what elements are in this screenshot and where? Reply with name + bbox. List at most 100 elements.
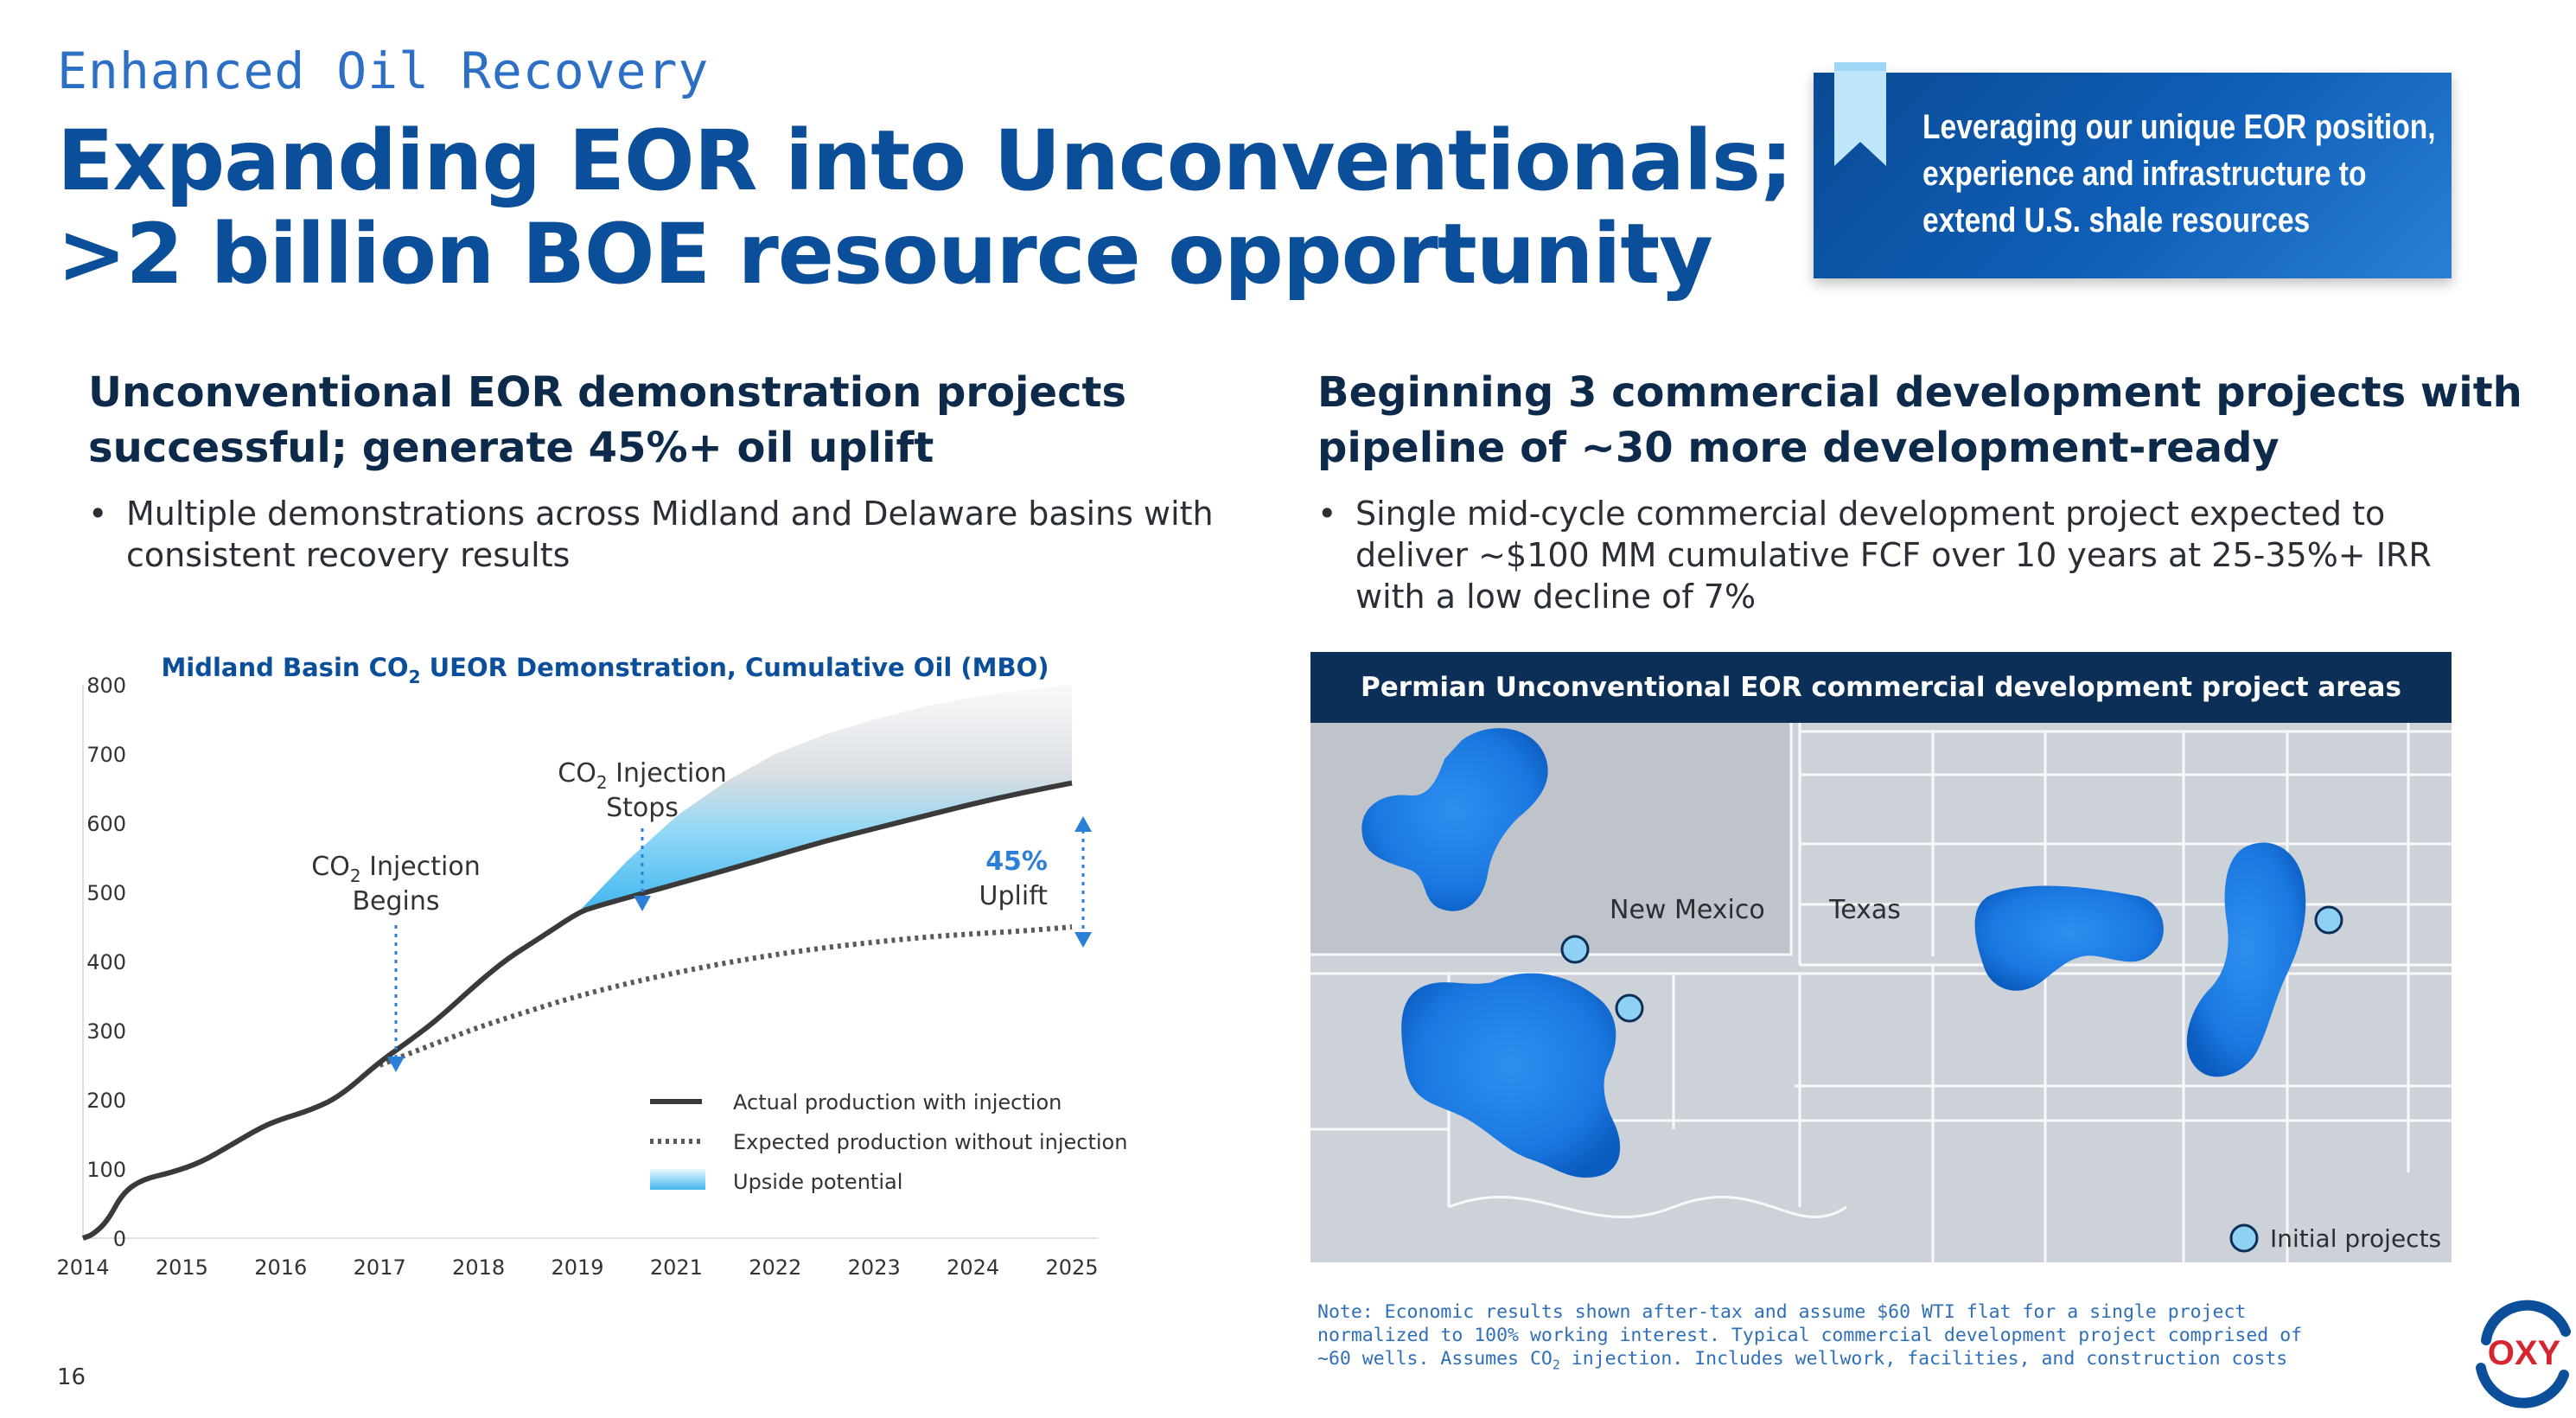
y-tick-label: 300 — [86, 1019, 126, 1044]
callout-box — [1814, 73, 2452, 278]
right-section-heading: Beginning 3 commercial development proje… — [1317, 365, 2522, 476]
note-line-3: ~60 wells. Assumes CO2 injection. Includ… — [1317, 1347, 2441, 1376]
x-tick-label: 2021 — [650, 1255, 703, 1280]
ann-stops-line2: Stops — [606, 793, 679, 823]
x-tick-label: 2019 — [551, 1255, 603, 1280]
logo-arc-bottom — [2476, 1363, 2569, 1408]
right-bullet-line-2: deliver ~$100 MM cumulative FCF over 10 … — [1355, 536, 2432, 574]
chart-title-rest: UEOR Demonstration, Cumulative Oil (MBO) — [420, 653, 1049, 682]
initial-project-marker — [1615, 993, 1644, 1023]
oxy-logo-icon: OXY — [2476, 1300, 2571, 1408]
title-line-1: Expanding EOR into Unconventionals; — [57, 112, 1793, 209]
callout-text: Leveraging our unique EOR position, expe… — [1922, 104, 2436, 244]
left-heading-line-2: successful; generate 45%+ oil uplift — [88, 424, 934, 472]
initial-project-marker — [1560, 935, 1590, 964]
right-bullet-line-3: with a low decline of 7% — [1355, 578, 1757, 616]
expected-production-line — [379, 924, 1073, 1068]
project-area-north-nm — [1361, 728, 1548, 911]
right-bullet-text: Single mid-cycle commercial development … — [1355, 493, 2432, 617]
right-bullet: • Single mid-cycle commercial developmen… — [1317, 493, 2441, 623]
y-tick-label: 700 — [86, 743, 126, 767]
x-tick-label: 2016 — [254, 1255, 307, 1280]
note-line-3-sub: 2 — [1552, 1357, 1560, 1373]
left-bullet-line-1: Multiple demonstrations across Midland a… — [126, 495, 1214, 533]
y-tick-label: 0 — [113, 1227, 126, 1251]
callout-line-2: experience and infrastructure to — [1922, 155, 2367, 193]
arrow-head-icon — [1074, 816, 1092, 832]
chart-title-pre: Midland Basin CO — [161, 653, 408, 682]
label-new-mexico: New Mexico — [1610, 895, 1765, 925]
callout-line-3: extend U.S. shale resources — [1922, 201, 2311, 240]
left-heading-line-1: Unconventional EOR demonstration project… — [88, 368, 1127, 417]
legend-initial-projects-label: Initial projects — [2270, 1224, 2441, 1253]
arrow-head-icon — [1074, 932, 1092, 948]
ann-begins-line2: Begins — [352, 886, 439, 917]
uplift-value: 45% — [985, 846, 1048, 877]
ann-stops-post: Injection — [608, 758, 727, 789]
right-bullet-line-1: Single mid-cycle commercial development … — [1355, 495, 2386, 533]
annotation-injection-begins: CO2 Injection Begins — [311, 852, 480, 917]
uplift-label: Uplift — [979, 881, 1049, 911]
initial-project-marker — [2314, 905, 2343, 935]
y-tick-label: 400 — [86, 950, 126, 974]
page-title: Expanding EOR into Unconventionals; >2 b… — [57, 112, 1793, 303]
logo-text: OXY — [2488, 1334, 2561, 1372]
x-tick-label: 2023 — [848, 1255, 901, 1280]
x-tick-label: 2015 — [156, 1255, 208, 1280]
legend-upside-label: Upside potential — [733, 1170, 902, 1194]
page-number: 16 — [57, 1364, 86, 1390]
x-tick-label: 2014 — [56, 1255, 109, 1280]
arrow-head-icon — [634, 896, 651, 911]
note-line-1: Note: Economic results shown after-tax a… — [1317, 1301, 2247, 1323]
cumulative-oil-chart: Midland Basin CO2 UEOR Demonstration, Cu… — [56, 653, 1127, 1280]
section-kicker: Enhanced Oil Recovery — [57, 42, 710, 100]
ann-begins-pre: CO — [311, 852, 350, 882]
logo-arc-top — [2481, 1300, 2571, 1345]
chart-legend: Actual production with injection Expecte… — [650, 1090, 1127, 1194]
y-axis-ticks: 0 100 200 300 400 500 600 700 800 — [86, 674, 126, 1251]
note-line-3-pre: ~60 wells. Assumes CO — [1317, 1348, 1553, 1370]
x-tick-label: 2024 — [947, 1255, 999, 1280]
x-tick-label: 2018 — [452, 1255, 505, 1280]
legend-initial-projects-icon — [2229, 1223, 2259, 1253]
x-tick-label: 2017 — [354, 1255, 406, 1280]
note-line-3-post: injection. Includes wellwork, facilities… — [1559, 1348, 2288, 1370]
permian-project-map: New Mexico Texas Initial projects — [1310, 723, 2452, 1262]
bookmark-ribbon-icon — [1834, 62, 1886, 166]
ann-begins-sub: 2 — [350, 865, 361, 886]
footnote: Note: Economic results shown after-tax a… — [1317, 1300, 2441, 1376]
ann-begins-post: Injection — [361, 852, 481, 882]
project-area-east — [2186, 842, 2306, 1077]
chart-title: Midland Basin CO2 UEOR Demonstration, Cu… — [161, 653, 1049, 687]
legend-upside-swatch — [650, 1169, 705, 1190]
ann-stops-pre: CO — [558, 758, 596, 789]
legend-actual-label: Actual production with injection — [733, 1090, 1062, 1115]
left-bullet: • Multiple demonstrations across Midland… — [88, 493, 1214, 588]
right-heading-line-1: Beginning 3 commercial development proje… — [1317, 368, 2522, 417]
legend-expected-label: Expected production without injection — [733, 1130, 1127, 1154]
project-area-delaware — [1401, 973, 1621, 1178]
bullet-symbol: • — [88, 495, 108, 533]
title-line-2: >2 billion BOE resource opportunity — [57, 206, 1713, 303]
label-texas: Texas — [1828, 895, 1901, 925]
bullet-symbol: • — [1317, 495, 1337, 533]
ann-stops-sub: 2 — [596, 772, 608, 793]
chart-title-sub: 2 — [409, 667, 421, 687]
callout-line-1: Leveraging our unique EOR position, — [1922, 108, 2436, 146]
y-tick-label: 100 — [86, 1158, 126, 1182]
note-line-2: normalized to 100% working interest. Typ… — [1317, 1325, 2303, 1346]
left-section-heading: Unconventional EOR demonstration project… — [88, 365, 1126, 476]
y-tick-label: 600 — [86, 812, 126, 836]
x-axis-ticks: 2014 2015 2016 2017 2018 2019 2021 2022 2023 2024… — [56, 1255, 1098, 1280]
x-tick-label: 2025 — [1045, 1255, 1098, 1280]
y-tick-label: 800 — [86, 674, 126, 698]
arrow-head-icon — [387, 1057, 405, 1072]
project-area-midland — [1974, 885, 2164, 991]
chart-grid — [82, 685, 1098, 1239]
annotation-injection-stops: CO2 Injection Stops — [558, 758, 726, 823]
y-tick-label: 500 — [86, 881, 126, 905]
upside-potential-band — [577, 685, 1072, 913]
map-header: Permian Unconventional EOR commercial de… — [1310, 652, 2452, 723]
left-bullet-line-2: consistent recovery results — [126, 536, 571, 574]
right-heading-line-2: pipeline of ~30 more development-ready — [1317, 424, 2280, 472]
